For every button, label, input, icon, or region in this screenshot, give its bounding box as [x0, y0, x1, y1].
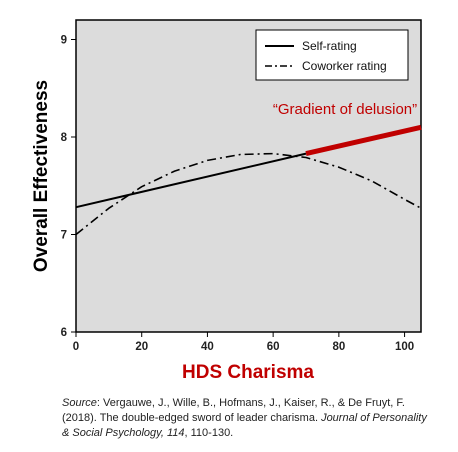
legend-label-coworker-rating: Coworker rating — [302, 59, 387, 73]
x-tick-label: 60 — [267, 341, 280, 353]
x-axis-ticks: 0 20 40 60 80 100 — [73, 332, 414, 353]
y-axis-label: Overall Effectiveness — [31, 80, 52, 272]
y-tick-label: 6 — [61, 327, 67, 339]
source-volume: 114 — [166, 427, 185, 439]
y-axis-ticks: 6 7 8 9 — [61, 35, 76, 339]
source-journal: Journal of Personality & Social Psycholo… — [62, 412, 427, 439]
source-citation-text: : Vergauwe, J., Wille, B., Hofmans, J., … — [62, 397, 405, 424]
x-tick-label: 80 — [332, 341, 345, 353]
y-tick-label: 8 — [61, 132, 68, 144]
x-tick-label: 40 — [201, 341, 214, 353]
series-self-rating — [75, 152, 307, 209]
y-tick-label: 7 — [61, 230, 67, 242]
x-axis-label: HDS Charisma — [182, 362, 314, 383]
annotation-gradient-of-delusion: “Gradient of delusion” — [273, 101, 417, 118]
legend-label-self-rating: Self-rating — [302, 39, 357, 53]
x-tick-label: 0 — [73, 341, 79, 353]
chart: 6 7 8 9 0 20 40 60 80 100 Self-rating Coworker r… — [31, 19, 422, 383]
series-gradient-of-delusion — [305, 124, 422, 157]
series-layer — [75, 124, 422, 236]
source-citation: Source: Vergauwe, J., Wille, B., Hofmans… — [62, 396, 434, 441]
x-tick-label: 100 — [395, 341, 414, 353]
source-label: Source — [62, 397, 97, 409]
legend: Self-rating Coworker rating — [255, 29, 409, 81]
series-coworker-rating — [75, 152, 422, 236]
legend-box — [255, 29, 409, 81]
y-tick-label: 9 — [61, 35, 67, 47]
x-tick-label: 20 — [135, 341, 148, 353]
source-pages: , 110-130. — [184, 427, 234, 439]
